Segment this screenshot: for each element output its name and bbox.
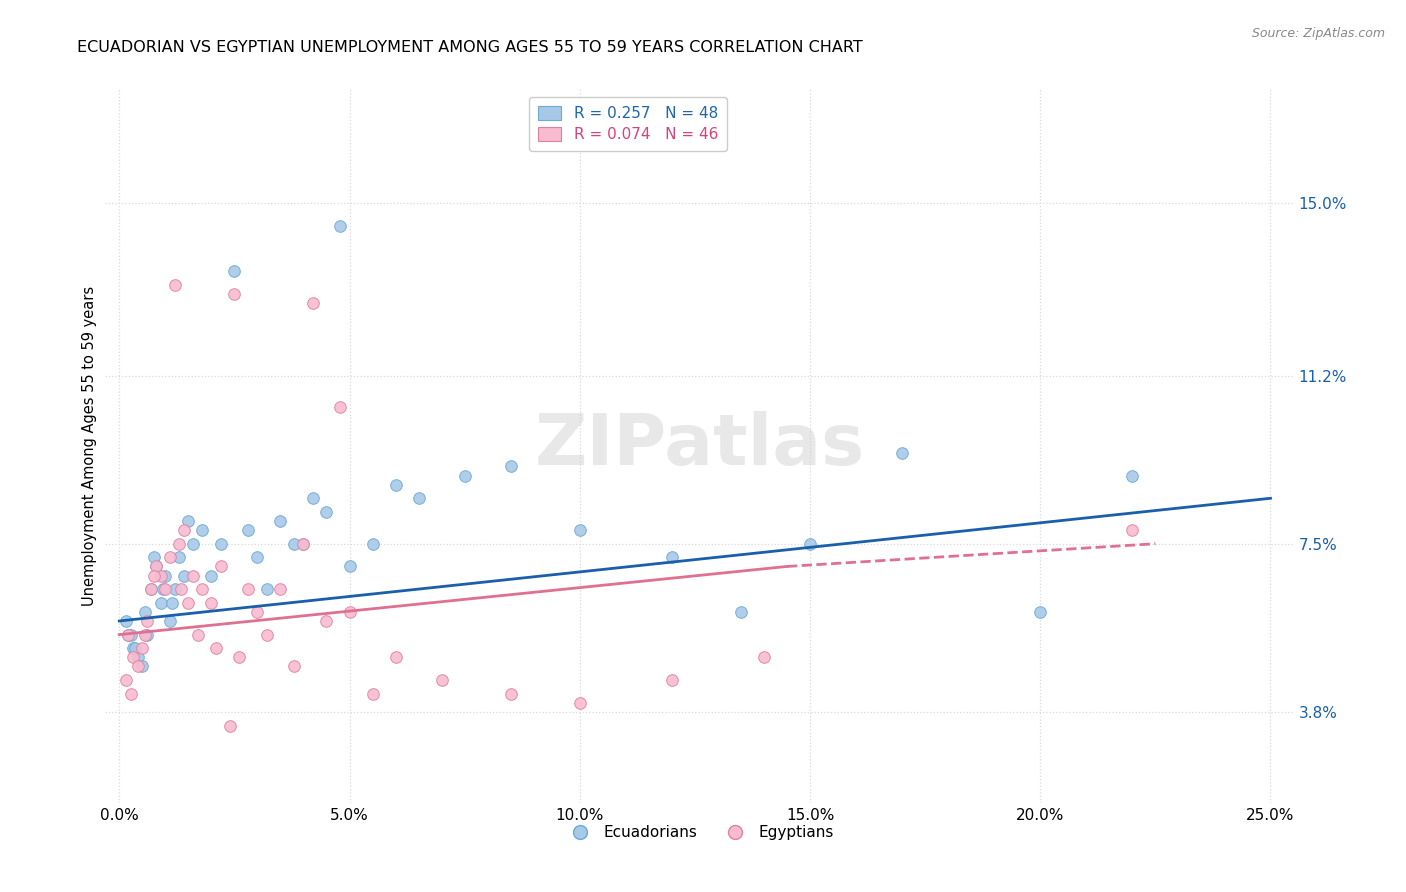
Point (408, 491, 430, 506)
Point (384, 650, 406, 665)
Point (283, 659, 305, 673)
Point (131, 659, 153, 673)
Point (361, 537, 384, 551)
Point (135, 627, 157, 641)
Point (661, 673, 683, 687)
Point (155, 568, 177, 582)
Point (167, 537, 190, 551)
Point (752, 650, 775, 665)
Point (191, 582, 214, 597)
Text: ZIPatlas: ZIPatlas (534, 411, 865, 481)
Point (173, 568, 195, 582)
Point (141, 582, 163, 597)
Point (1029, 605, 1052, 619)
Point (181, 568, 204, 582)
Point (339, 605, 361, 619)
Point (177, 514, 200, 528)
Point (159, 550, 181, 565)
Text: ECUADORIAN VS EGYPTIAN UNEMPLOYMENT AMONG AGES 55 TO 59 YEARS CORRELATION CHART: ECUADORIAN VS EGYPTIAN UNEMPLOYMENT AMON… (77, 40, 863, 55)
Point (173, 523, 195, 537)
Point (499, 687, 522, 701)
Point (361, 687, 384, 701)
Point (177, 596, 200, 610)
Point (122, 650, 145, 665)
Point (200, 568, 222, 582)
Point (218, 718, 240, 732)
Point (1121, 468, 1143, 483)
Point (115, 614, 138, 628)
Point (152, 582, 174, 597)
Point (453, 468, 475, 483)
Point (134, 605, 156, 619)
Point (200, 596, 222, 610)
Point (730, 605, 752, 619)
Point (246, 605, 269, 619)
Point (568, 523, 591, 537)
Point (292, 537, 315, 551)
Point (167, 550, 190, 565)
Point (163, 582, 186, 597)
Y-axis label: Unemployment Among Ages 55 to 59 years: Unemployment Among Ages 55 to 59 years (82, 286, 97, 606)
Point (301, 491, 323, 506)
Point (1121, 523, 1143, 537)
Point (191, 523, 214, 537)
Point (159, 614, 181, 628)
Point (339, 559, 361, 574)
Point (329, 219, 352, 233)
Point (122, 641, 145, 656)
Point (292, 537, 315, 551)
Point (891, 446, 914, 460)
Point (224, 264, 246, 278)
Point (499, 459, 522, 474)
Point (256, 627, 278, 641)
Text: Source: ZipAtlas.com: Source: ZipAtlas.com (1251, 27, 1385, 40)
Point (142, 550, 165, 565)
Point (131, 641, 153, 656)
Point (269, 582, 291, 597)
Point (329, 401, 352, 415)
Point (124, 641, 146, 656)
Point (228, 650, 250, 665)
Point (256, 582, 278, 597)
Point (134, 627, 156, 641)
Point (127, 650, 149, 665)
Point (115, 673, 138, 687)
Point (163, 277, 186, 292)
Point (238, 523, 260, 537)
Point (269, 514, 291, 528)
Point (117, 627, 139, 641)
Point (430, 673, 453, 687)
Point (224, 286, 246, 301)
Point (141, 582, 163, 597)
Point (149, 568, 172, 582)
Point (160, 596, 183, 610)
Point (246, 550, 269, 565)
Legend: Ecuadorians, Egyptians: Ecuadorians, Egyptians (560, 820, 839, 847)
Point (301, 295, 323, 310)
Point (135, 614, 157, 628)
Point (142, 568, 165, 582)
Point (149, 596, 172, 610)
Point (205, 641, 228, 656)
Point (120, 687, 142, 701)
Point (145, 559, 167, 574)
Point (170, 582, 193, 597)
Point (117, 627, 139, 641)
Point (120, 627, 142, 641)
Point (799, 537, 821, 551)
Point (155, 582, 177, 597)
Point (315, 505, 337, 519)
Point (187, 627, 209, 641)
Point (209, 559, 232, 574)
Point (209, 537, 232, 551)
Point (661, 550, 683, 565)
Point (127, 659, 149, 673)
Point (568, 696, 591, 710)
Point (238, 582, 260, 597)
Point (384, 477, 406, 491)
Point (315, 614, 337, 628)
Point (181, 537, 204, 551)
Point (283, 537, 305, 551)
Point (145, 559, 167, 574)
